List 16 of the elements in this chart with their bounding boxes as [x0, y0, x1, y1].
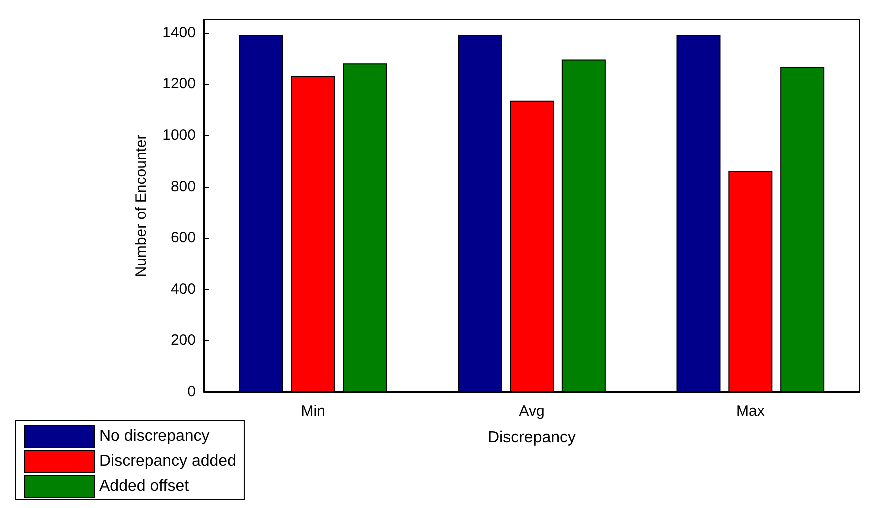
- legend-label: Discrepancy added: [100, 453, 236, 470]
- legend-label: No discrepancy: [100, 428, 210, 445]
- y-tick-label: 800: [170, 178, 196, 196]
- x-tick-label: Avg: [519, 403, 545, 420]
- y-tick-label: 400: [170, 280, 196, 298]
- y-tick-label: 1400: [162, 24, 196, 42]
- x-axis-title: Discrepancy: [488, 430, 576, 446]
- y-tick-label: 0: [188, 384, 196, 400]
- y-tick-label: 200: [170, 332, 196, 350]
- y-tick-label: 1000: [162, 126, 196, 144]
- y-axis-title: Number of Encounter: [133, 134, 150, 278]
- x-tick-label: Min: [301, 403, 326, 420]
- legend-label: Added offset: [100, 478, 190, 495]
- y-tick-label: 1200: [162, 76, 196, 93]
- y-tick-label: 600: [170, 230, 196, 247]
- x-tick-label: Max: [736, 403, 766, 420]
